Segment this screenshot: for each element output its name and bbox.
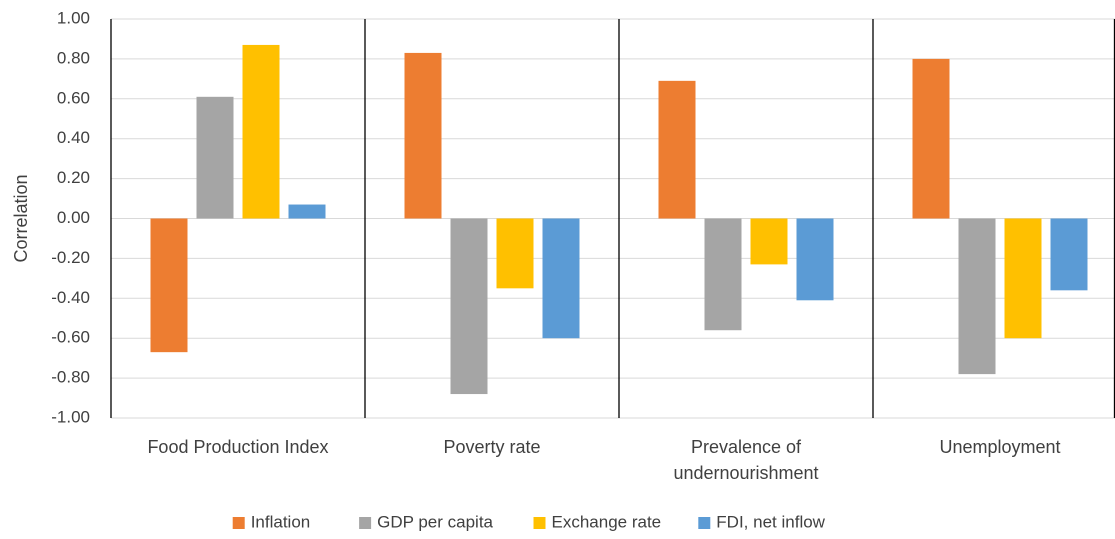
legend-swatch <box>232 517 245 529</box>
legend-label: GDP per capita <box>377 512 493 531</box>
y-tick-label: -0.80 <box>51 368 90 387</box>
bar <box>704 218 742 331</box>
y-tick-label: -0.60 <box>51 328 90 347</box>
legend-swatch <box>698 517 711 529</box>
y-tick-label: 1.00 <box>57 8 90 27</box>
bar <box>150 218 188 353</box>
y-tick-label: -0.40 <box>51 288 90 307</box>
y-tick-label: 0.60 <box>57 88 90 107</box>
bar <box>796 218 834 301</box>
bar <box>958 218 996 375</box>
y-tick-label: -0.20 <box>51 248 90 267</box>
bar <box>750 218 788 265</box>
y-tick-label: 0.20 <box>57 168 90 187</box>
y-tick-label: 0.80 <box>57 48 90 67</box>
bar <box>1050 218 1088 291</box>
x-tick-label: Prevalence of undernourishment <box>673 437 819 483</box>
bar <box>404 52 442 219</box>
y-axis-label: Correlation <box>11 174 31 262</box>
legend-label: Exchange rate <box>552 512 662 531</box>
bar <box>542 218 580 339</box>
legend-label: Inflation <box>251 512 311 531</box>
legend-swatch <box>533 517 546 529</box>
y-tick-label: 0.40 <box>57 128 90 147</box>
x-tick-label: Food Production Index <box>147 437 329 457</box>
bar <box>658 80 696 219</box>
bar <box>912 58 950 219</box>
x-tick-label: Poverty rate <box>443 437 541 457</box>
bar <box>242 44 280 219</box>
y-tick-label: 0.00 <box>57 208 90 227</box>
bar <box>196 96 234 219</box>
bar <box>288 204 326 219</box>
y-tick-label: -1.00 <box>51 407 90 426</box>
legend-label: FDI, net inflow <box>716 512 825 531</box>
legend-swatch <box>359 517 372 529</box>
bar <box>1004 218 1042 339</box>
bar <box>450 218 488 395</box>
bar <box>496 218 534 289</box>
x-tick-label: Unemployment <box>939 437 1061 457</box>
